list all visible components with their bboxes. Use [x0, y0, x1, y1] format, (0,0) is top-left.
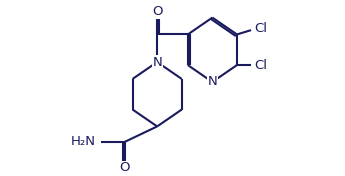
- Text: N: N: [207, 76, 217, 89]
- Text: N: N: [152, 56, 162, 68]
- Text: O: O: [152, 5, 162, 18]
- Text: H₂N: H₂N: [71, 135, 96, 148]
- Text: Cl: Cl: [255, 22, 268, 35]
- Text: O: O: [120, 161, 130, 174]
- Text: Cl: Cl: [255, 59, 268, 72]
